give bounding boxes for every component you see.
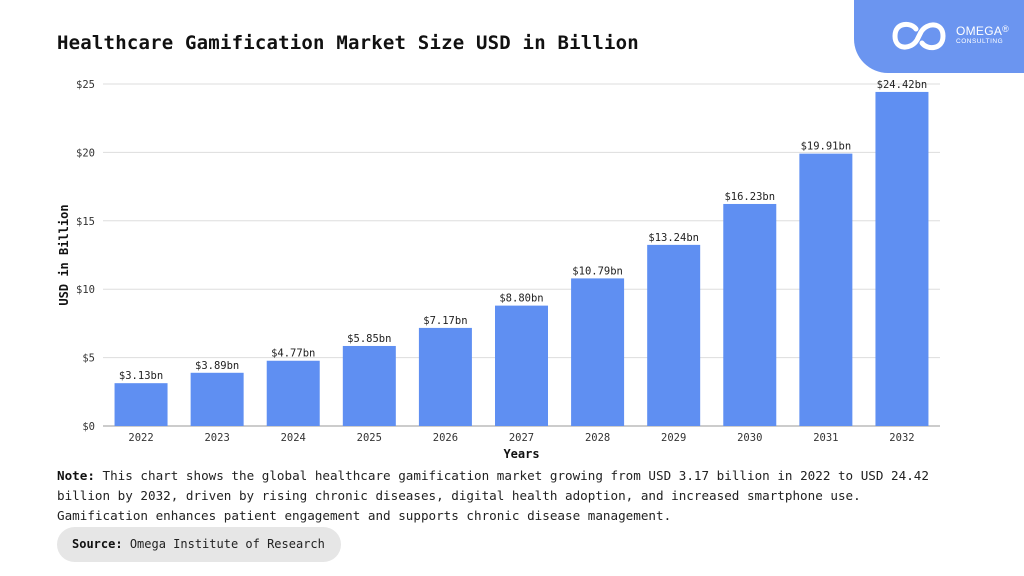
data-label: $8.80bn bbox=[499, 293, 543, 305]
y-tick-label: $20 bbox=[76, 147, 95, 159]
x-tick-label: 2032 bbox=[889, 432, 914, 444]
data-label: $19.91bn bbox=[801, 141, 852, 153]
x-tick-label: 2029 bbox=[661, 432, 686, 444]
data-label: $16.23bn bbox=[724, 191, 775, 203]
source-text: Omega Institute of Research bbox=[129, 537, 325, 551]
source-badge: Source: Omega Institute of Research bbox=[57, 527, 341, 562]
x-tick-label: 2028 bbox=[585, 432, 610, 444]
chart-title: Healthcare Gamification Market Size USD … bbox=[57, 32, 639, 54]
logo-name: OMEGA® bbox=[956, 24, 1010, 38]
bar bbox=[723, 203, 777, 426]
bar bbox=[114, 383, 168, 426]
bar bbox=[266, 360, 320, 426]
bar bbox=[190, 372, 244, 426]
data-label: $7.17bn bbox=[423, 315, 467, 327]
bar bbox=[571, 278, 625, 426]
x-tick-label: 2026 bbox=[433, 432, 458, 444]
data-label: $4.77bn bbox=[271, 348, 315, 360]
x-axis-label: Years bbox=[503, 447, 539, 460]
y-tick-label: $25 bbox=[76, 79, 95, 91]
data-label: $3.89bn bbox=[195, 360, 239, 372]
bar bbox=[647, 244, 701, 426]
x-tick-label: 2022 bbox=[128, 432, 153, 444]
data-label: $3.13bn bbox=[119, 370, 163, 382]
y-tick-label: $10 bbox=[76, 284, 95, 296]
logo-badge: OMEGA® CONSULTING bbox=[854, 0, 1024, 73]
x-tick-label: 2027 bbox=[509, 432, 534, 444]
data-label: $10.79bn bbox=[572, 265, 623, 277]
y-tick-label: $15 bbox=[76, 216, 95, 228]
note-paragraph: Note: This chart shows the global health… bbox=[57, 466, 957, 526]
note-text: This chart shows the global healthcare g… bbox=[57, 468, 929, 523]
bar bbox=[342, 345, 396, 426]
y-tick-label: $0 bbox=[82, 421, 95, 433]
note-label: Note: bbox=[57, 468, 95, 483]
x-tick-label: 2031 bbox=[813, 432, 838, 444]
bar bbox=[875, 91, 929, 427]
x-tick-label: 2023 bbox=[204, 432, 229, 444]
bar bbox=[799, 153, 853, 426]
y-axis-label: USD in Billion bbox=[57, 204, 71, 305]
y-tick-label: $5 bbox=[82, 353, 95, 365]
data-label: $24.42bn bbox=[877, 79, 928, 91]
data-label: $13.24bn bbox=[648, 232, 699, 244]
source-label: Source: bbox=[72, 537, 123, 551]
x-tick-label: 2025 bbox=[357, 432, 382, 444]
logo-subtitle: CONSULTING bbox=[956, 38, 1004, 45]
bar bbox=[418, 327, 472, 426]
bar-chart: $0 $5 $10 $15 $20 $25 $3.13bn 2022 $3.89bn 2023 $4… bbox=[57, 79, 940, 460]
x-tick-label: 2030 bbox=[737, 432, 762, 444]
x-tick-label: 2024 bbox=[281, 432, 306, 444]
data-label: $5.85bn bbox=[347, 333, 391, 345]
infinity-logo-icon bbox=[892, 21, 946, 51]
bar bbox=[495, 305, 548, 426]
